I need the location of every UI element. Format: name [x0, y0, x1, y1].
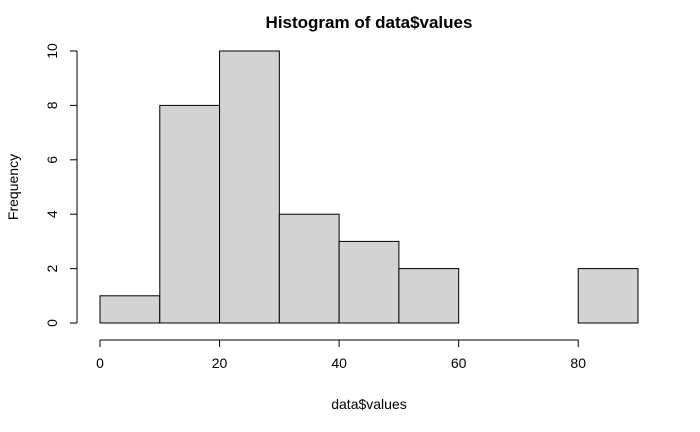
y-axis-label: Frequency	[5, 154, 21, 220]
x-tick-label-0: 0	[96, 355, 104, 371]
histogram-bar-30-40	[278, 213, 340, 324]
histogram-bar-50-60	[398, 268, 460, 324]
y-axis: 0 2 4 6 8 10	[44, 43, 78, 327]
x-tick-label-20: 20	[212, 355, 228, 371]
chart-title: Histogram of data$values	[266, 13, 473, 32]
x-axis: 0 20 40 60 80	[96, 339, 586, 371]
y-tick-label-2: 2	[44, 264, 60, 272]
histogram-bar-40-50	[338, 240, 400, 324]
bars-group	[99, 50, 639, 324]
y-tick-label-8: 8	[44, 101, 60, 109]
y-tick-label-0: 0	[44, 319, 60, 327]
histogram-bar-10-20	[159, 104, 221, 324]
histogram-bar-80-90	[577, 268, 639, 324]
histogram-bar-0-10	[99, 295, 161, 324]
histogram-bar-20-30	[219, 50, 280, 324]
y-tick-label-10: 10	[44, 43, 60, 59]
y-tick-label-6: 6	[44, 156, 60, 164]
x-axis-label: data$values	[331, 396, 407, 412]
x-tick-label-80: 80	[570, 355, 586, 371]
y-tick-label-4: 4	[44, 210, 60, 218]
x-tick-label-40: 40	[331, 355, 347, 371]
x-tick-label-60: 60	[451, 355, 467, 371]
